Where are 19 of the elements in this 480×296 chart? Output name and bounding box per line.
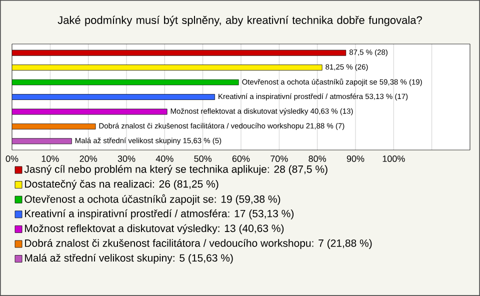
x-tick-label: 0% <box>6 156 18 162</box>
x-tick-label: 80% <box>308 156 326 162</box>
legend-label: Dostatečný čas na realizaci: 26 (81,25 %) <box>25 180 218 190</box>
x-tick-label: 30% <box>118 156 136 162</box>
x-tick-label: 100% <box>382 156 405 162</box>
legend-label: Kreativní a inspirativní prostředí / atmosféra: 17 (53,13 %) <box>25 209 294 220</box>
x-tick-label: 10% <box>42 156 59 162</box>
legend-label: Otevřenost a ochota účastníků zapojit se: 19 (59,38 %) <box>24 194 280 205</box>
legend-label: Malá až střední velikost skupiny: 5 (15,63 %) <box>25 254 233 264</box>
x-tick-label: 50% <box>194 156 212 162</box>
legend-label: Dobrá znalost či zkušenost facilitátora / vedoucího workshopu: 7 (21,88 %) <box>25 239 372 249</box>
chart-title: Jaké podmínky musí být splněny, aby kreativní technika dobře fungovala? <box>58 16 422 26</box>
x-tick-label: 60% <box>232 156 250 162</box>
x-tick-label: 20% <box>80 156 98 162</box>
x-tick-label: 40% <box>156 156 174 162</box>
legend-label: Možnost reflektovat a diskutovat výsledky: 13 (40,63 %) <box>25 224 284 234</box>
x-tick-label: 70% <box>270 156 288 162</box>
legend-label: Jasný cíl nebo problém na který se technika aplikuje: 28 (87,5 %) <box>24 165 328 175</box>
x-tick-label: 90% <box>346 156 364 162</box>
